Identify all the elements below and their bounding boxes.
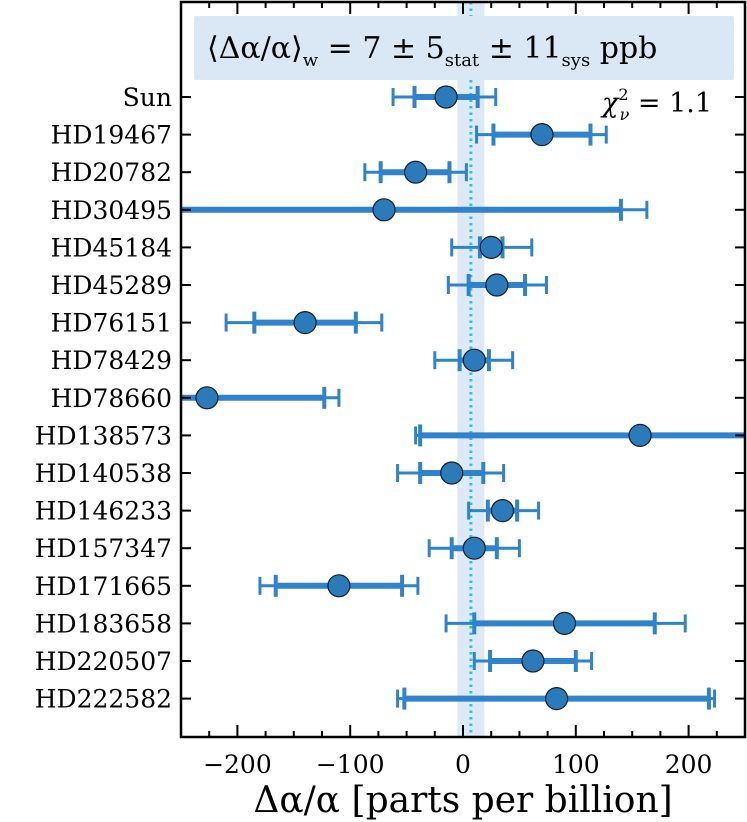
star-label: HD78660 — [51, 384, 172, 413]
plot-frame: −200 −100 0 100 200 — [179, 0, 747, 779]
errorbar-row: HD171665 — [35, 572, 420, 601]
data-point — [293, 311, 317, 335]
mean-value: = 7 ± 5 — [318, 31, 445, 66]
data-point — [530, 123, 554, 147]
star-label: HD183658 — [35, 609, 172, 638]
errorbar-row: HD30495 — [51, 196, 649, 225]
chi-value: = 1.1 — [629, 88, 712, 119]
errorbar-row: HD45289 — [51, 271, 548, 300]
star-label: HD78429 — [51, 346, 172, 375]
errorbar-row: HD146233 — [35, 497, 541, 526]
star-label: HD222582 — [35, 685, 172, 714]
data-point — [628, 423, 652, 447]
x-tick-label: 200 — [665, 750, 713, 779]
x-tick-label: −100 — [316, 750, 385, 779]
chi-sub: ν — [620, 105, 630, 124]
errorbar-row: HD45184 — [51, 233, 534, 262]
star-label: HD171665 — [35, 572, 172, 601]
errorbar-row: HD19467 — [51, 121, 608, 150]
star-label: HD138573 — [35, 421, 172, 450]
errorbar-row: HD78429 — [51, 346, 515, 375]
mean-prefix-sub: w — [303, 50, 319, 71]
data-point — [462, 348, 486, 372]
errorbar-row: HD140538 — [35, 459, 506, 488]
data-point — [462, 536, 486, 560]
star-label: HD30495 — [51, 196, 172, 225]
errorbar-row: HD183658 — [35, 609, 687, 638]
data-point — [440, 461, 464, 485]
errorbar-row: HD222582 — [35, 685, 717, 714]
x-axis-label: Δα/α [parts per billion] — [253, 780, 672, 821]
errorbar-row: Sun — [123, 83, 498, 112]
data-point — [490, 499, 515, 523]
x-tick-label: −200 — [203, 750, 272, 779]
mean-annotation-box — [194, 16, 734, 80]
chi-symbol: χ — [600, 88, 620, 119]
x-tick-label: 100 — [552, 750, 600, 779]
annotation-layer: ⟨Δα/α⟩w = 7 ± 5stat ± 11sys ppb χ2 ν = 1.… — [194, 16, 734, 124]
star-label: HD76151 — [51, 309, 172, 338]
errorbar-row: HD220507 — [35, 647, 594, 676]
star-label: HD19467 — [51, 121, 172, 150]
errorbar-row: HD78660 — [51, 384, 341, 413]
chi2-annotation: χ2 ν = 1.1 — [600, 85, 712, 124]
plot-layer: Sun HD19467 HD20782 HD30495 HD45184 HD45289 HD… — [35, 2, 745, 737]
data-point — [327, 574, 351, 598]
data-point — [404, 160, 428, 184]
errorbar-row: HD20782 — [51, 158, 468, 187]
data-point — [485, 273, 509, 297]
errorbar-row: HD76151 — [51, 309, 384, 338]
stat-sub: stat — [445, 50, 480, 71]
star-label: HD45289 — [51, 271, 172, 300]
mean-prefix: ⟨Δα/α⟩ — [207, 31, 303, 66]
x-tick-label: 0 — [455, 750, 471, 779]
errorbar-row: HD157347 — [35, 534, 521, 563]
sys-sub: sys — [562, 50, 591, 71]
data-point — [195, 386, 219, 410]
data-point — [479, 235, 503, 259]
data-point — [434, 85, 458, 109]
star-label: HD20782 — [51, 158, 172, 187]
errorbar-row: HD138573 — [35, 421, 745, 450]
star-label: HD220507 — [35, 647, 172, 676]
star-label: HD157347 — [35, 534, 172, 563]
star-label: HD45184 — [51, 233, 172, 262]
sys-value: ± 11 — [479, 31, 561, 66]
chi-sup: 2 — [618, 85, 628, 104]
data-point — [521, 649, 545, 673]
mean-annotation: ⟨Δα/α⟩w = 7 ± 5stat ± 11sys ppb — [207, 31, 657, 71]
star-label: Sun — [123, 83, 172, 112]
data-point — [545, 686, 569, 711]
data-point — [372, 198, 396, 222]
data-point — [552, 611, 577, 636]
star-label: HD146233 — [35, 497, 172, 526]
star-label: HD140538 — [35, 459, 172, 488]
unit: ppb — [590, 31, 657, 66]
